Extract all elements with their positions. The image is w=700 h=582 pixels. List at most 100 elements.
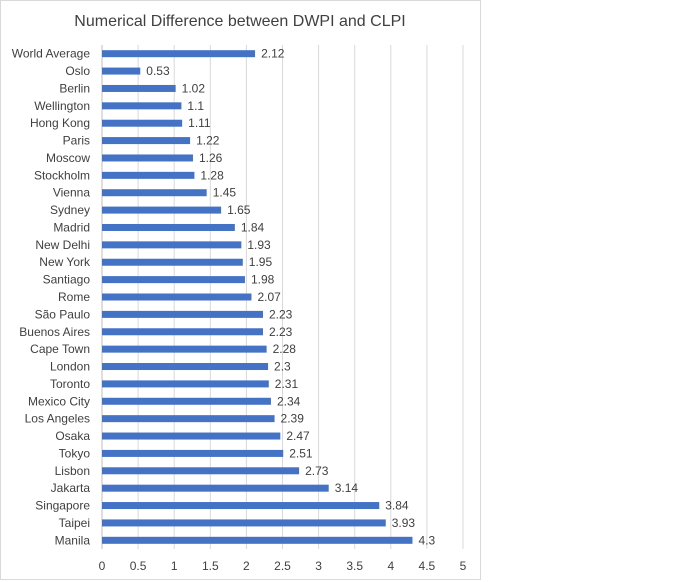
data-label: 2.28 [273, 342, 297, 356]
data-label: 1.11 [188, 116, 211, 130]
bar [102, 519, 386, 527]
data-label: 2.39 [281, 412, 305, 426]
data-label: 3.84 [385, 499, 409, 513]
data-label: 2.07 [257, 290, 281, 304]
x-tick-label: 4 [387, 559, 394, 573]
data-label: 1.45 [213, 186, 237, 200]
data-label: 2.31 [275, 377, 299, 391]
category-label: Jakarta [51, 481, 91, 495]
chart-title: Numerical Difference between DWPI and CL… [74, 13, 405, 30]
bar [102, 449, 284, 457]
data-label: 1.84 [241, 220, 265, 234]
category-label: Osaka [55, 429, 90, 443]
data-label: 1.98 [251, 273, 275, 287]
category-label: Taipei [59, 516, 90, 530]
category-label: Tokyo [59, 446, 91, 460]
data-label: 1.1 [187, 99, 204, 113]
x-tick-label: 3 [315, 559, 322, 573]
category-label: Lisbon [55, 464, 90, 478]
bar [102, 467, 300, 475]
category-label: Oslo [65, 64, 90, 78]
x-tick-label: 2 [243, 559, 250, 573]
bar [102, 137, 191, 145]
bar [102, 502, 380, 510]
category-label: Rome [58, 290, 90, 304]
category-label: Toronto [50, 377, 90, 391]
bar [102, 310, 264, 318]
data-label: 1.95 [249, 255, 273, 269]
category-label: Wellington [34, 99, 90, 113]
data-label: 1.28 [200, 168, 224, 182]
data-label: 0.53 [146, 64, 170, 78]
x-tick-label: 5 [460, 559, 467, 573]
category-label: New York [39, 255, 91, 269]
bar [102, 119, 183, 127]
chart-frame [0, 0, 481, 580]
bar [102, 223, 235, 231]
category-label: Madrid [53, 220, 90, 234]
bar [102, 241, 242, 249]
category-label: Mexico City [28, 394, 90, 408]
category-label: New Delhi [35, 238, 90, 252]
bar [102, 50, 256, 58]
x-tick-label: 1.5 [202, 559, 219, 573]
data-label: 2.12 [261, 47, 285, 61]
bar [102, 189, 207, 197]
x-tick-label: 4.5 [419, 559, 436, 573]
bar [102, 154, 193, 162]
bar [102, 380, 269, 388]
data-label: 2.23 [269, 307, 293, 321]
bar [102, 276, 245, 284]
bar [102, 484, 329, 492]
data-label: 1.22 [196, 134, 220, 148]
data-label: 2.73 [305, 464, 329, 478]
bar [102, 363, 269, 371]
bar [102, 328, 264, 336]
data-label: 2.23 [269, 325, 293, 339]
bar [102, 432, 281, 440]
category-label: São Paulo [35, 307, 91, 321]
bar [102, 345, 267, 353]
x-tick-label: 3.5 [346, 559, 363, 573]
category-label: Berlin [59, 81, 90, 95]
bar [102, 84, 176, 92]
bar [102, 397, 271, 405]
bar [102, 536, 413, 544]
data-label: 2.34 [277, 394, 301, 408]
bar [102, 258, 243, 266]
category-label: Vienna [53, 186, 90, 200]
data-label: 2.47 [286, 429, 310, 443]
bar [102, 206, 222, 214]
bar [102, 102, 182, 110]
category-label: Buenos Aires [19, 325, 90, 339]
gridlines [101, 45, 464, 549]
category-label: Manila [55, 533, 91, 547]
category-label: Moscow [46, 151, 90, 165]
x-tick-label: 0.5 [130, 559, 147, 573]
category-label: Cape Town [30, 342, 90, 356]
x-tick-label: 2.5 [274, 559, 291, 573]
category-label: Santiago [43, 273, 91, 287]
category-label: Paris [63, 134, 90, 148]
category-label: Stockholm [34, 168, 90, 182]
labels: 0 0.5 1 1.5 2 2.5 3 3.5 4 4.5 5 World Average 2.12 Os… [12, 47, 467, 573]
bars [102, 50, 413, 544]
category-label: Sydney [50, 203, 90, 217]
data-label: 3.93 [392, 516, 416, 530]
category-label: London [50, 360, 90, 374]
category-label: Singapore [35, 499, 90, 513]
data-label: 2.51 [289, 446, 313, 460]
data-label: 3.14 [335, 481, 359, 495]
x-tick-label: 1 [171, 559, 178, 573]
data-label: 2.3 [274, 360, 291, 374]
data-label: 1.02 [182, 81, 206, 95]
bar [102, 67, 141, 75]
category-label: Los Angeles [25, 412, 90, 426]
data-label: 1.93 [247, 238, 271, 252]
data-label: 1.26 [199, 151, 223, 165]
bar [102, 415, 275, 423]
bar [102, 171, 195, 179]
category-label: Hong Kong [30, 116, 90, 130]
category-label: World Average [12, 47, 91, 61]
